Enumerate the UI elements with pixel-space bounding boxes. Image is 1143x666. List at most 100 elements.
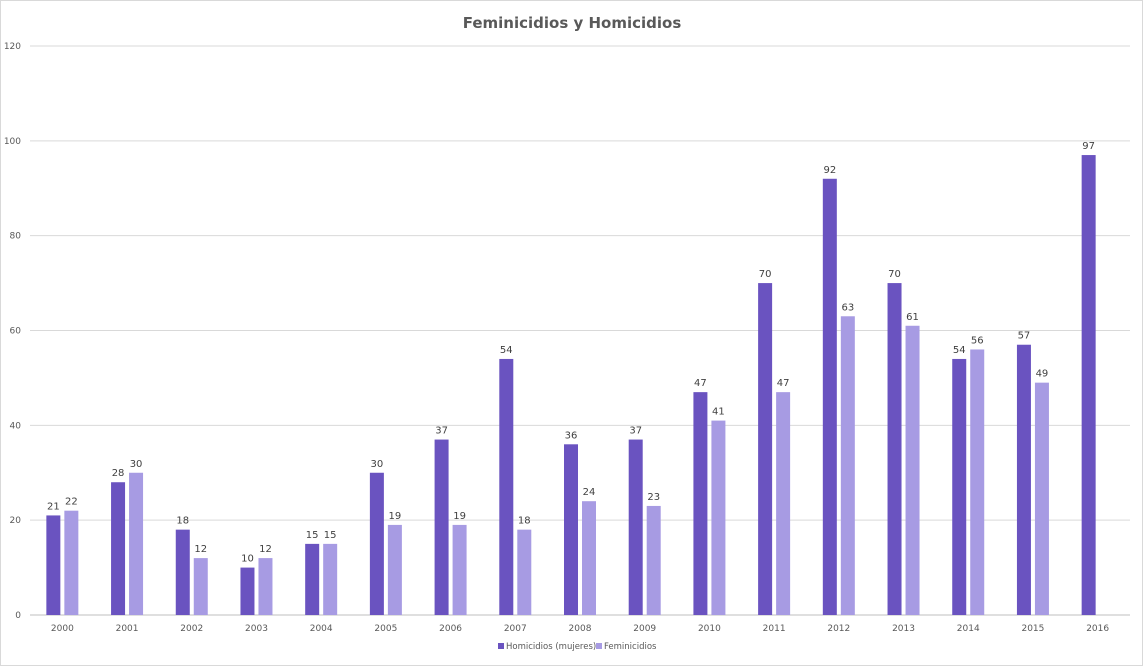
data-label: 10 xyxy=(241,554,254,565)
data-labels: 21 22 28 30 18 12 10 12 15 15 30 19 37 19 54 18 36 24 37 23… xyxy=(47,141,1095,565)
bar-homicidios-mujeres-2012 xyxy=(822,178,837,615)
x-tick-label: 2012 xyxy=(827,624,850,634)
data-label: 28 xyxy=(112,468,125,479)
x-axis-ticks: 2000 2001 2002 2003 2004 2005 2006 2007 2008 2009… xyxy=(51,624,1109,634)
bar-feminicidios-2010 xyxy=(711,420,726,615)
bar-feminicidios-2009 xyxy=(646,505,661,615)
bar-feminicidios-2013 xyxy=(905,325,920,615)
x-tick-label: 2002 xyxy=(180,624,203,634)
x-tick-label: 2010 xyxy=(698,624,721,634)
bar-feminicidios-2015 xyxy=(1034,382,1049,615)
bar-homicidios-mujeres-2006 xyxy=(434,439,449,615)
bar-homicidios-mujeres-2010 xyxy=(693,392,708,615)
data-label: 63 xyxy=(841,302,854,313)
bar-homicidios-mujeres-2013 xyxy=(887,283,902,615)
y-tick-label: 20 xyxy=(10,516,22,526)
y-tick-label: 0 xyxy=(15,611,21,621)
x-tick-label: 2009 xyxy=(633,624,656,634)
bar-homicidios-mujeres-2001 xyxy=(111,482,126,615)
x-tick-label: 2001 xyxy=(116,624,139,634)
data-label: 57 xyxy=(1018,331,1031,342)
y-tick-label: 100 xyxy=(4,137,21,147)
bar-feminicidios-2004 xyxy=(323,543,338,615)
x-tick-label: 2013 xyxy=(892,624,915,634)
bar-homicidios-mujeres-2008 xyxy=(564,444,578,615)
data-label: 15 xyxy=(324,530,337,541)
y-tick-label: 120 xyxy=(4,42,21,52)
data-label: 24 xyxy=(583,487,596,498)
legend-label: Feminicidios xyxy=(604,642,657,652)
data-label: 15 xyxy=(306,530,319,541)
bar-homicidios-mujeres-2016 xyxy=(1081,155,1096,615)
data-label: 47 xyxy=(777,378,790,389)
data-label: 54 xyxy=(953,345,966,356)
chart-title: Feminicidios y Homicidios xyxy=(463,14,682,32)
data-label: 18 xyxy=(176,516,189,527)
bar-feminicidios-2002 xyxy=(193,558,208,615)
bar-feminicidios-2001 xyxy=(129,472,144,615)
grid xyxy=(30,45,1130,616)
y-axis-ticks: 0 20 40 60 80 100 120 xyxy=(4,42,21,621)
y-tick-label: 80 xyxy=(10,232,22,242)
bar-homicidios-mujeres-2004 xyxy=(305,543,320,615)
x-tick-label: 2007 xyxy=(504,624,527,634)
bar-feminicidios-2003 xyxy=(258,558,273,615)
x-tick-label: 2014 xyxy=(957,624,980,634)
legend-swatch xyxy=(498,643,504,649)
data-label: 12 xyxy=(194,544,207,555)
x-tick-label: 2015 xyxy=(1021,624,1044,634)
bar-feminicidios-2006 xyxy=(452,524,467,615)
data-label: 12 xyxy=(259,544,272,555)
x-tick-label: 2005 xyxy=(374,624,397,634)
bar-feminicidios-2014 xyxy=(970,349,985,615)
data-label: 30 xyxy=(130,459,143,470)
data-label: 19 xyxy=(453,511,466,522)
bar-homicidios-mujeres-2005 xyxy=(369,472,384,615)
bar-homicidios-mujeres-2007 xyxy=(499,358,514,615)
bar-homicidios-mujeres-2014 xyxy=(952,358,967,615)
data-label: 22 xyxy=(65,497,78,508)
data-label: 37 xyxy=(435,426,448,437)
bar-feminicidios-2007 xyxy=(517,529,532,615)
bar-feminicidios-2008 xyxy=(582,501,596,615)
data-label: 54 xyxy=(500,345,513,356)
y-tick-label: 40 xyxy=(10,421,22,431)
data-label: 41 xyxy=(712,407,725,418)
data-label: 30 xyxy=(371,459,384,470)
x-tick-label: 2000 xyxy=(51,624,74,634)
x-tick-label: 2004 xyxy=(310,624,333,634)
data-label: 18 xyxy=(518,516,531,527)
data-label: 70 xyxy=(888,269,901,280)
data-label: 37 xyxy=(629,426,642,437)
bar-feminicidios-2012 xyxy=(840,316,855,615)
bar-homicidios-mujeres-2000 xyxy=(46,515,61,615)
legend-swatch xyxy=(596,643,602,649)
bar-homicidios-mujeres-2003 xyxy=(240,567,255,615)
bar-feminicidios-2005 xyxy=(387,524,402,615)
data-label: 56 xyxy=(971,335,984,346)
data-label: 49 xyxy=(1036,369,1049,380)
data-label: 36 xyxy=(565,430,578,441)
data-label: 21 xyxy=(47,501,60,512)
x-tick-label: 2016 xyxy=(1086,624,1109,634)
x-tick-label: 2006 xyxy=(439,624,462,634)
bar-homicidios-mujeres-2002 xyxy=(175,529,190,615)
bar-homicidios-mujeres-2011 xyxy=(758,283,773,615)
x-tick-label: 2003 xyxy=(245,624,268,634)
data-label: 61 xyxy=(906,312,919,323)
bar-feminicidios-2000 xyxy=(64,510,79,615)
x-tick-label: 2008 xyxy=(569,624,592,634)
data-label: 23 xyxy=(647,492,660,503)
data-label: 97 xyxy=(1082,141,1095,152)
data-label: 70 xyxy=(759,269,772,280)
data-label: 47 xyxy=(694,378,707,389)
bar-feminicidios-2011 xyxy=(776,392,791,615)
data-label: 19 xyxy=(389,511,402,522)
bar-homicidios-mujeres-2009 xyxy=(628,439,643,615)
data-label: 92 xyxy=(823,165,836,176)
bars xyxy=(46,155,1096,615)
legend: Homicidios (mujeres) Feminicidios xyxy=(498,642,657,652)
x-tick-label: 2011 xyxy=(763,624,786,634)
